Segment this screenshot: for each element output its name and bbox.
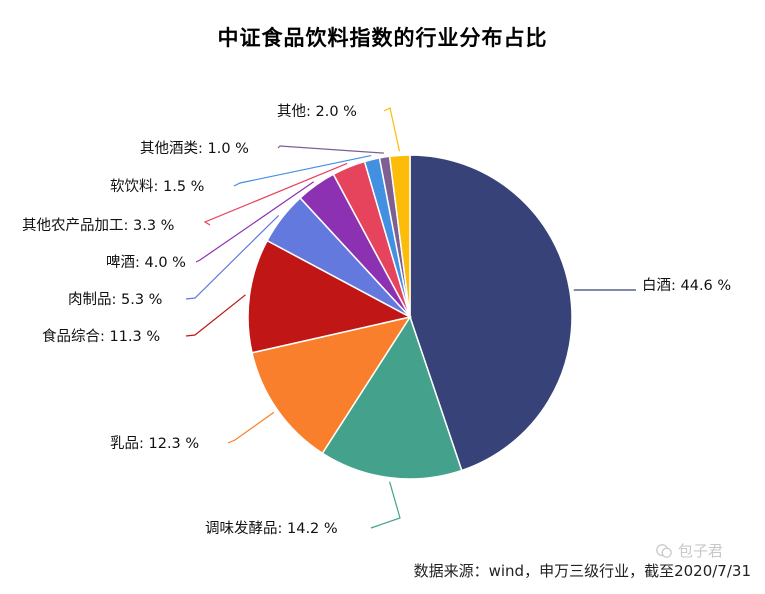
leader-line-乳品 bbox=[227, 411, 275, 444]
pie-slice-白酒 bbox=[409, 154, 573, 472]
watermark-text: 包子君 bbox=[678, 542, 724, 560]
leader-line-食品综合 bbox=[185, 294, 246, 337]
wechat-icon bbox=[656, 543, 672, 558]
leader-line-啤酒 bbox=[195, 181, 315, 263]
leader-line-其他酒类 bbox=[277, 145, 384, 154]
slice-label-啤酒: 啤酒: 4.0 % bbox=[106, 254, 186, 271]
leader-line-其他 bbox=[383, 107, 401, 152]
leader-line-软饮料 bbox=[233, 155, 372, 187]
leader-line-调味发酵品 bbox=[370, 481, 401, 529]
slice-label-食品综合: 食品综合: 11.3 % bbox=[42, 328, 160, 345]
pie-slice-调味发酵品 bbox=[321, 315, 463, 480]
slice-label-乳品: 乳品: 12.3 % bbox=[110, 435, 199, 452]
chart-title: 中证食品饮料指数的行业分布占比 bbox=[217, 26, 548, 50]
pie-slice-食品综合 bbox=[247, 239, 413, 354]
slice-label-调味发酵品: 调味发酵品: 14.2 % bbox=[205, 520, 338, 537]
pie-slice-其他 bbox=[388, 154, 411, 318]
source-note: 数据来源：wind，申万三级行业，截至2020/7/31 bbox=[413, 562, 751, 580]
pie-slice-乳品 bbox=[251, 315, 412, 455]
leader-line-其他农产品加工 bbox=[203, 162, 348, 226]
slice-label-白酒: 白酒: 44.6 % bbox=[642, 277, 731, 294]
leader-lines bbox=[185, 107, 636, 529]
slice-label-其他农产品加工: 其他农产品加工: 3.3 % bbox=[22, 217, 174, 234]
slice-label-其他: 其他: 2.0 % bbox=[277, 103, 357, 120]
slice-label-软饮料: 软饮料: 1.5 % bbox=[110, 178, 204, 195]
slice-label-肉制品: 肉制品: 5.3 % bbox=[68, 291, 162, 308]
pie-slices bbox=[247, 154, 573, 480]
slice-label-其他酒类: 其他酒类: 1.0 % bbox=[140, 140, 249, 157]
watermark: 包子君 bbox=[655, 540, 723, 561]
leader-line-肉制品 bbox=[185, 214, 280, 300]
slice-labels: 白酒: 44.6 % 调味发酵品: 14.2 % 乳品: 12.3 % 食品综合: 1… bbox=[22, 103, 731, 537]
